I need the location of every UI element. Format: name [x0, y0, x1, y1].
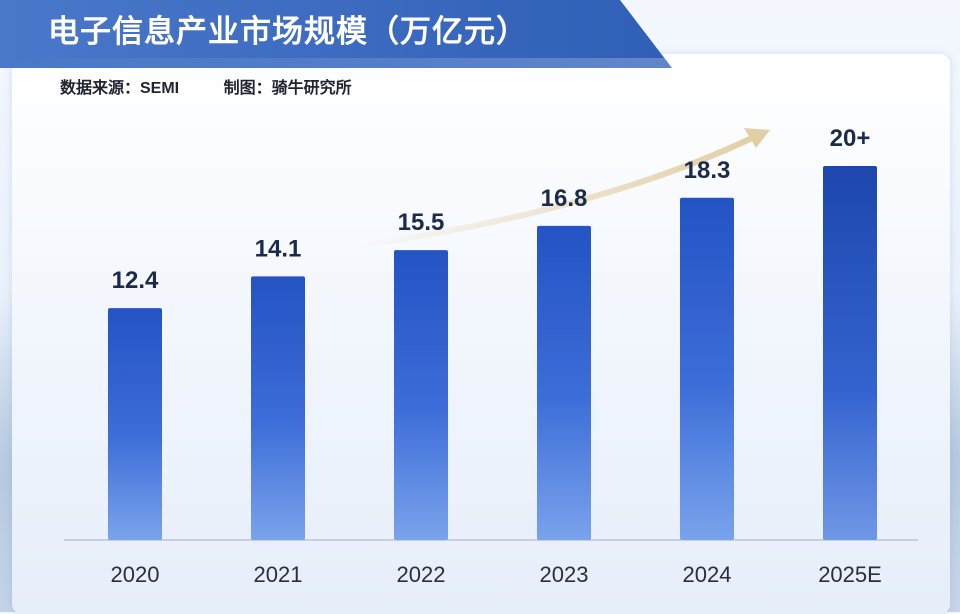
trend-arrow-head [744, 128, 770, 148]
trend-arrow [357, 135, 755, 249]
x-tick-label-2022: 2022 [397, 562, 446, 587]
value-label-2023: 16.8 [541, 185, 588, 212]
chart-panel [12, 54, 950, 614]
bar-2023 [537, 225, 591, 540]
x-tick-label-2025E: 2025E [818, 562, 882, 587]
bar-2024 [680, 197, 734, 541]
value-label-2022: 15.5 [398, 209, 445, 236]
source-line: 数据来源：SEMI 制图：骑牛研究所 [60, 74, 392, 98]
x-tick-label-2020: 2020 [111, 562, 160, 587]
x-tick-label-2023: 2023 [540, 562, 589, 587]
chart-credit: 制图：骑牛研究所 [223, 80, 352, 97]
x-tick-label-2021: 2021 [254, 562, 303, 587]
bar-2021 [251, 276, 305, 540]
value-label-2020: 12.4 [112, 267, 159, 294]
bar-2020 [108, 308, 162, 540]
value-label-2025E: 20+ [830, 125, 871, 152]
value-label-2021: 14.1 [255, 235, 302, 262]
x-tick-label-2024: 2024 [683, 562, 732, 587]
bar-2022 [394, 250, 448, 540]
title-banner-highlight [0, 58, 672, 68]
bar-2025E [823, 166, 877, 540]
data-source: 数据来源：SEMI [60, 80, 180, 97]
value-label-2024: 18.3 [684, 157, 731, 184]
page-title: 电子信息产业市场规模（万亿元） [48, 14, 528, 49]
title-banner [0, 0, 672, 68]
